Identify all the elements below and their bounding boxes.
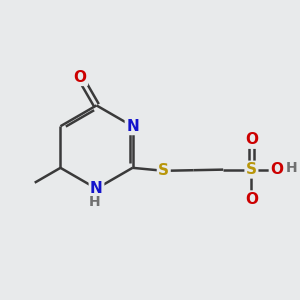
Text: N: N [126, 119, 139, 134]
Text: O: O [74, 70, 87, 85]
Text: H: H [89, 195, 101, 209]
Text: O: O [245, 192, 258, 207]
Text: O: O [270, 162, 283, 177]
Text: S: S [158, 163, 169, 178]
Text: N: N [90, 181, 103, 196]
Text: S: S [246, 162, 257, 177]
Text: O: O [245, 132, 258, 147]
Text: H: H [286, 161, 297, 175]
